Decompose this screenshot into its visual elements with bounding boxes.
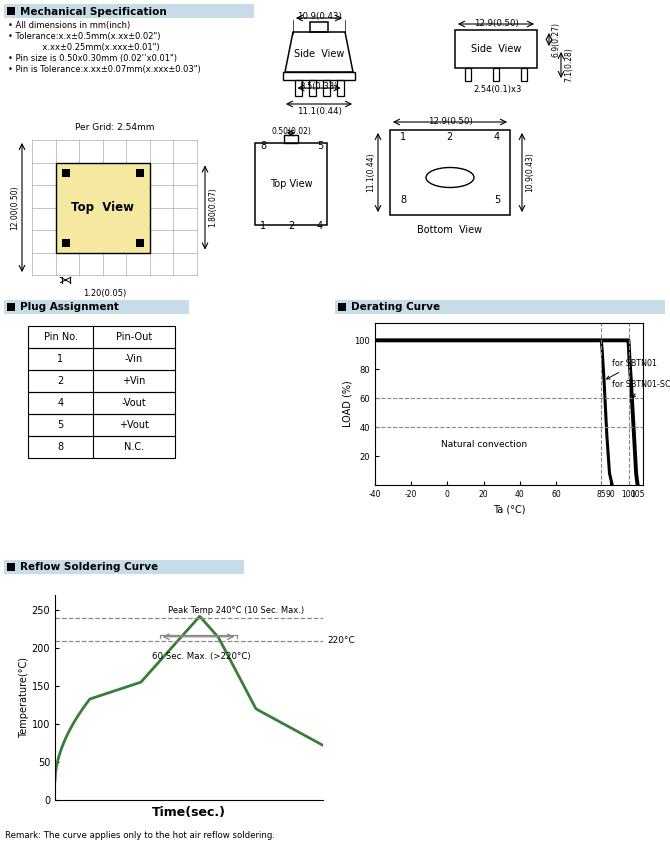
Text: 5: 5 — [58, 420, 64, 430]
Text: Top  View: Top View — [71, 201, 134, 214]
Bar — [7, 303, 15, 311]
Text: 2: 2 — [446, 132, 452, 142]
Text: 10.9(0.43): 10.9(0.43) — [297, 12, 342, 21]
X-axis label: Time(sec.): Time(sec.) — [152, 806, 226, 818]
Text: 5: 5 — [494, 195, 500, 205]
Bar — [390, 130, 510, 215]
Text: 2: 2 — [58, 376, 64, 386]
Bar — [28, 414, 175, 436]
Text: 0.50(0.02): 0.50(0.02) — [271, 127, 311, 136]
Bar — [136, 239, 144, 246]
Bar — [28, 370, 175, 392]
Text: for SBTN01-SC: for SBTN01-SC — [612, 380, 670, 398]
Text: Plug Assignment: Plug Assignment — [20, 302, 119, 312]
Text: 1.20(0.05): 1.20(0.05) — [83, 289, 126, 298]
Text: Natural convection: Natural convection — [441, 440, 527, 449]
Text: x.xx±0.25mm(x.xxx±0.01"): x.xx±0.25mm(x.xxx±0.01") — [24, 43, 159, 52]
Bar — [62, 168, 70, 177]
Bar — [336, 80, 344, 96]
Text: Remark: The curve applies only to the hot air reflow soldering.: Remark: The curve applies only to the ho… — [5, 831, 275, 840]
Bar — [4, 300, 189, 314]
Text: -Vin: -Vin — [125, 354, 143, 364]
Text: 2.54(0.1)x3: 2.54(0.1)x3 — [473, 85, 521, 94]
Text: 1: 1 — [260, 221, 266, 231]
Text: 12.9(0.50): 12.9(0.50) — [474, 19, 519, 28]
Text: Peak Temp 240°C (10 Sec. Max.): Peak Temp 240°C (10 Sec. Max.) — [168, 605, 304, 615]
Text: 4: 4 — [58, 398, 64, 408]
Bar — [521, 68, 527, 81]
Text: 8: 8 — [260, 141, 266, 151]
Text: 10.9(0.43): 10.9(0.43) — [525, 153, 534, 193]
Text: 8: 8 — [58, 442, 64, 452]
Bar — [28, 326, 175, 348]
Bar — [284, 135, 298, 143]
Text: Top View: Top View — [270, 179, 312, 189]
Text: • Pin size is 0.50x0.30mm (0.02’’x0.01"): • Pin size is 0.50x0.30mm (0.02’’x0.01") — [8, 54, 177, 63]
X-axis label: Ta (°C): Ta (°C) — [492, 504, 525, 514]
Text: Per Grid: 2.54mm: Per Grid: 2.54mm — [75, 123, 154, 132]
Bar — [4, 4, 254, 18]
Bar — [493, 68, 499, 81]
Text: 7.1(0.28): 7.1(0.28) — [564, 48, 573, 82]
Text: 1: 1 — [400, 132, 406, 142]
Text: 11.1(0.44): 11.1(0.44) — [297, 107, 342, 116]
Text: Pin-Out: Pin-Out — [116, 332, 152, 342]
Bar — [28, 392, 175, 414]
Bar — [455, 30, 537, 68]
Text: Pin No.: Pin No. — [44, 332, 78, 342]
Y-axis label: Temperature(°C): Temperature(°C) — [19, 657, 29, 738]
Bar — [28, 436, 175, 458]
Text: 8.5(0.33): 8.5(0.33) — [299, 82, 338, 91]
Text: +Vin: +Vin — [123, 376, 145, 386]
Text: 11.1(0.44): 11.1(0.44) — [366, 153, 375, 193]
Text: 60 Sec. Max. (>220°C): 60 Sec. Max. (>220°C) — [151, 652, 251, 661]
Bar — [322, 80, 330, 96]
Text: • Tolerance:x.x±0.5mm(x.xx±0.02"): • Tolerance:x.x±0.5mm(x.xx±0.02") — [8, 32, 161, 41]
Text: 220°C: 220°C — [327, 636, 355, 645]
Text: 5: 5 — [317, 141, 323, 151]
Text: 1.80(0.07): 1.80(0.07) — [208, 188, 217, 228]
Text: 6.9(0.27): 6.9(0.27) — [552, 22, 561, 57]
Bar — [465, 68, 471, 81]
Y-axis label: LOAD (%): LOAD (%) — [343, 380, 353, 427]
Bar — [7, 563, 15, 571]
Text: • Pin is Tolerance:x.xx±0.07mm(x.xxx±0.03"): • Pin is Tolerance:x.xx±0.07mm(x.xxx±0.0… — [8, 65, 201, 74]
Bar — [7, 7, 15, 15]
Text: 2: 2 — [288, 221, 294, 231]
Text: N.C.: N.C. — [124, 442, 144, 452]
Bar — [295, 80, 302, 96]
Text: Reflow Soldering Curve: Reflow Soldering Curve — [20, 563, 158, 572]
Text: -Vout: -Vout — [122, 398, 146, 408]
Bar — [62, 239, 70, 246]
Text: Bottom  View: Bottom View — [417, 225, 482, 235]
Text: 12.9(0.50): 12.9(0.50) — [427, 117, 472, 126]
Text: 8: 8 — [400, 195, 406, 205]
Bar — [28, 348, 175, 370]
Bar — [310, 22, 328, 32]
Text: Side  View: Side View — [294, 49, 344, 59]
Bar — [308, 80, 316, 96]
Text: Side  View: Side View — [471, 44, 521, 54]
Text: • All dimensions in mm(inch): • All dimensions in mm(inch) — [8, 21, 130, 30]
Text: +Vout: +Vout — [119, 420, 149, 430]
Text: 1: 1 — [58, 354, 64, 364]
Text: 4: 4 — [317, 221, 323, 231]
Bar — [338, 303, 346, 311]
Text: 4: 4 — [494, 132, 500, 142]
Bar — [4, 560, 244, 574]
Bar — [335, 300, 665, 314]
Bar — [255, 143, 327, 225]
Text: Derating Curve: Derating Curve — [351, 302, 440, 312]
Bar — [56, 162, 150, 252]
Bar — [283, 72, 355, 80]
Bar — [136, 168, 144, 177]
Text: 12.00(0.50): 12.00(0.50) — [10, 185, 19, 230]
Text: Mechanical Specification: Mechanical Specification — [20, 7, 167, 16]
Text: for SBTN01: for SBTN01 — [606, 359, 657, 379]
